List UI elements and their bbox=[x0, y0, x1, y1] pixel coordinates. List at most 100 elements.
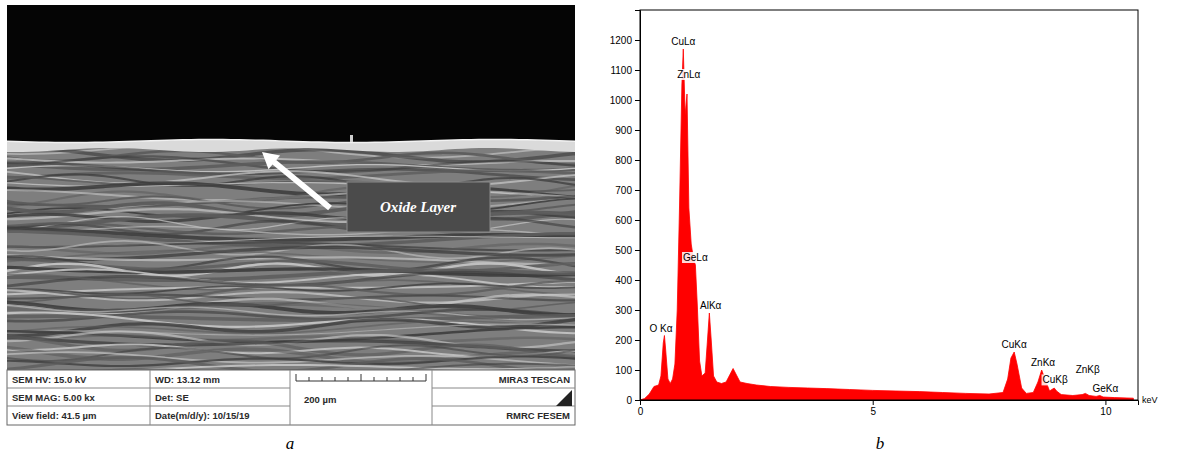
y-axis: 0100200300400500600700800900100011001200 bbox=[610, 11, 641, 406]
peak-label-patch bbox=[676, 69, 701, 80]
scale-bar-tick bbox=[296, 374, 297, 381]
scale-bar-tick bbox=[374, 377, 375, 381]
x-tick-label: 10 bbox=[1100, 406, 1112, 417]
peak-label-patch bbox=[682, 252, 709, 263]
oxide-bump bbox=[350, 135, 353, 142]
scale-bar-tick bbox=[387, 377, 388, 381]
y-tick-label: 900 bbox=[615, 125, 632, 136]
peak-label-text: O Kα bbox=[649, 323, 672, 334]
y-tick-label: 800 bbox=[615, 155, 632, 166]
scale-bar-tick bbox=[322, 377, 323, 381]
info-bar-divider bbox=[7, 406, 290, 407]
panel-label: b bbox=[876, 434, 885, 453]
peak-label-text: GeLα bbox=[683, 252, 708, 263]
info-bar-ground bbox=[7, 370, 575, 425]
logo bbox=[556, 390, 572, 406]
peak-label-patch bbox=[699, 300, 723, 311]
panel-label: a bbox=[286, 434, 295, 453]
annotation-text: Oxide Layer bbox=[380, 199, 456, 215]
y-tick-mark bbox=[635, 40, 640, 41]
arrow-shaft bbox=[274, 162, 330, 208]
info-bar-text: SEM MAG: 5.00 kx bbox=[12, 392, 96, 403]
peak-label-patch bbox=[1042, 374, 1069, 385]
plot-frame bbox=[640, 10, 1138, 400]
x-tick-label: 0 bbox=[638, 406, 644, 417]
y-tick: 0 bbox=[626, 395, 640, 406]
sem-texture-streak bbox=[7, 346, 575, 363]
peak-label-text: AlKα bbox=[700, 300, 722, 311]
peak-label: CuLα bbox=[670, 36, 696, 47]
info-bar-text: View field: 41.5 µm bbox=[12, 410, 97, 421]
peak-label-text: CuLα bbox=[671, 36, 695, 47]
sem-texture-streak bbox=[7, 321, 575, 333]
y-tick: 200 bbox=[615, 335, 640, 346]
y-tick: 400 bbox=[615, 275, 640, 286]
y-tick-mark bbox=[635, 70, 640, 71]
info-bar-divider bbox=[150, 370, 151, 425]
info-bar-divider bbox=[432, 406, 575, 407]
info-bar-divider bbox=[432, 388, 575, 389]
y-tick-mark bbox=[635, 100, 640, 101]
y-tick-mark bbox=[635, 220, 640, 221]
figure: Oxide LayerSEM HV: 15.0 kVWD: 13.12 mmMI… bbox=[0, 0, 1178, 459]
peak-label-patch bbox=[648, 323, 673, 334]
arrow-head bbox=[262, 152, 280, 169]
peak-label-text: ZnKα bbox=[1031, 357, 1055, 368]
x-axis-title: keV bbox=[1142, 395, 1158, 405]
info-bar-divider bbox=[290, 370, 291, 425]
peak-label: AlKα bbox=[699, 300, 723, 311]
peak-label: ZnLα bbox=[676, 69, 701, 80]
scale-bar-tick bbox=[335, 377, 336, 381]
x-tick: 5 bbox=[870, 400, 876, 417]
scale-bar-tick bbox=[348, 377, 349, 381]
y-tick-label: 700 bbox=[615, 185, 632, 196]
x-tick-mark bbox=[640, 400, 641, 405]
peak-label: O Kα bbox=[648, 323, 673, 334]
plot-marks bbox=[640, 49, 1133, 400]
x-tick: 10 bbox=[1100, 400, 1112, 417]
x-tick: 0 bbox=[638, 400, 644, 417]
spectrum-panel: 0100200300400500600700800900100011001200… bbox=[610, 10, 1158, 417]
y-tick-label: 1200 bbox=[610, 35, 633, 46]
info-bar-divider bbox=[432, 370, 433, 425]
peak-labels: O KαCuLαZnLαGeLαAlKαCuKαZnKαCuKβZnKβGeKα bbox=[648, 36, 1119, 394]
scale-bar-tick bbox=[361, 374, 362, 381]
y-tick: 100 bbox=[615, 365, 640, 376]
y-tick-label: 500 bbox=[615, 245, 632, 256]
sem-texture-streak bbox=[7, 327, 575, 342]
info-bar-text: WD: 13.12 mm bbox=[155, 374, 220, 385]
y-tick: 700 bbox=[615, 185, 640, 196]
y-tick: 600 bbox=[615, 215, 640, 226]
peak-label-patch bbox=[1030, 357, 1056, 368]
peak-label-text: ZnLα bbox=[677, 69, 700, 80]
y-tick-label: 300 bbox=[615, 305, 632, 316]
y-tick-mark bbox=[635, 160, 640, 161]
sem-texture-streak bbox=[7, 365, 575, 370]
y-tick-label: 400 bbox=[615, 275, 632, 286]
scale-bar-tick bbox=[413, 377, 414, 381]
annotation-box bbox=[347, 182, 490, 232]
peak-label-patch bbox=[1075, 364, 1101, 375]
peak-label-patch bbox=[670, 36, 696, 47]
scale-bar-tick bbox=[400, 377, 401, 381]
sem-texture-streak bbox=[7, 364, 575, 370]
peak-label-text: GeKα bbox=[1093, 383, 1119, 394]
x-tick-label: 5 bbox=[870, 406, 876, 417]
y-tick: 300 bbox=[615, 305, 640, 316]
scale-bar-tick bbox=[426, 374, 427, 381]
peak-label-text: CuKα bbox=[1002, 339, 1027, 350]
info-bar-text: MIRA3 TESCAN bbox=[499, 374, 570, 385]
scale-bar-tick bbox=[309, 377, 310, 381]
info-bar-text: Date(m/d/y): 10/15/19 bbox=[155, 410, 250, 421]
y-tick-mark bbox=[635, 250, 640, 251]
peak-label: GeLα bbox=[682, 252, 709, 263]
info-bar: SEM HV: 15.0 kVWD: 13.12 mmMIRA3 TESCANS… bbox=[7, 370, 575, 425]
y-tick: 1000 bbox=[610, 95, 640, 106]
sem-vacuum bbox=[7, 5, 575, 144]
x-tick-mark bbox=[873, 400, 874, 405]
peak-label: CuKβ bbox=[1042, 374, 1069, 385]
info-bar-text: RMRC FESEM bbox=[506, 410, 570, 421]
y-tick-label: 1000 bbox=[610, 95, 633, 106]
sem-panel: Oxide LayerSEM HV: 15.0 kVWD: 13.12 mmMI… bbox=[0, 5, 585, 425]
oxide-layer-edge bbox=[7, 140, 575, 143]
